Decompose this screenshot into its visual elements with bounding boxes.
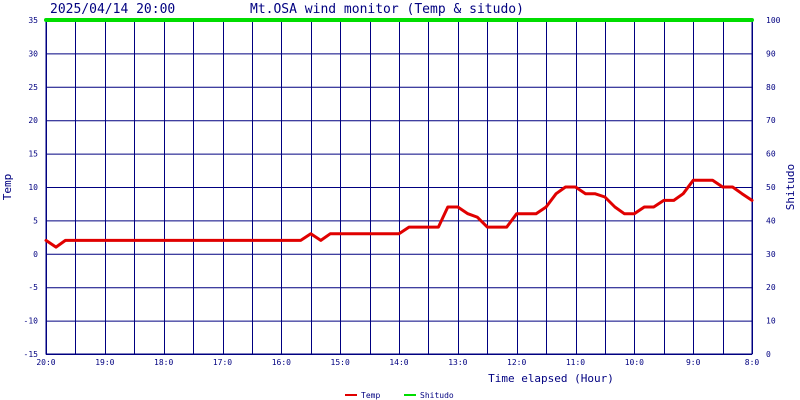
series-layer [44,18,754,249]
y-tick-label: 25 [28,83,38,92]
y2-tick-label: 80 [766,83,776,92]
x-tick-label: 14:0 [389,358,408,367]
y2-tick-label: 50 [766,183,776,192]
y-tick-label: 0 [33,250,38,259]
series-line-temp [44,178,754,249]
x-tick-label: 18:0 [154,358,173,367]
x-tick-label: 9:0 [686,358,701,367]
x-axis-title: Time elapsed (Hour) [488,372,614,385]
x-tick-label: 17:0 [213,358,232,367]
x-tick-label: 12:0 [507,358,526,367]
y2-tick-label: 70 [766,116,776,125]
chart-title: Mt.OSA wind monitor (Temp & situdo) [250,2,524,17]
x-tick-label: 8:0 [745,358,760,367]
x-tick-label: 15:0 [331,358,350,367]
legend: Temp Shitudo [345,391,454,400]
x-tick-label: 10:0 [625,358,644,367]
x-tick-label: 11:0 [566,358,585,367]
y2-tick-label: 20 [766,283,776,292]
y2-tick-label: 100 [766,16,781,25]
x-tick-label: 16:0 [272,358,291,367]
y-tick-label: 15 [28,150,38,159]
y2-tick-label: 60 [766,150,776,159]
y-tick-label: 30 [28,49,38,58]
y-tick-label: 20 [28,116,38,125]
x-axis-ticks: 20:0 19:0 18:0 17:0 16:0 15:0 14:0 13:0 12:0 11:0… [36,358,759,367]
chart-timestamp: 2025/04/14 20:00 [50,2,175,17]
grid [45,19,753,355]
y2-tick-label: 40 [766,216,776,225]
y-tick-label: 5 [33,216,38,225]
legend-label-shitudo: Shitudo [420,391,454,400]
y2-tick-label: 0 [766,350,771,359]
y2-tick-label: 30 [766,250,776,259]
y-tick-label: -15 [24,350,39,359]
x-tick-label: 20:0 [36,358,55,367]
x-tick-label: 19:0 [95,358,114,367]
y-axis-right-title: Shitudo [784,164,797,210]
y-tick-label: -5 [28,283,38,292]
legend-label-temp: Temp [361,391,380,400]
y-axis-left-title: Temp [1,174,14,201]
y2-tick-label: 90 [766,49,776,58]
x-tick-label: 13:0 [448,358,467,367]
y-axis-left-ticks: 35 30 25 20 15 10 5 0 -5 -10 -15 [24,16,39,359]
y-tick-label: -10 [24,317,39,326]
y2-tick-label: 10 [766,317,776,326]
y-tick-label: 35 [28,16,38,25]
y-tick-label: 10 [28,183,38,192]
